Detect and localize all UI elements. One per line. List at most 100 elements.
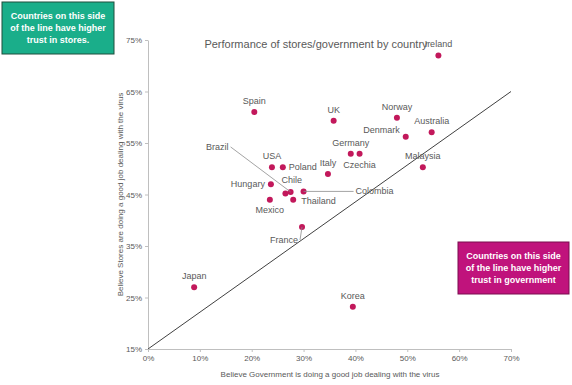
point-label: Czechia xyxy=(343,160,376,170)
tick-label: 10% xyxy=(192,354,208,363)
tick-label: 0% xyxy=(143,354,155,363)
point xyxy=(435,52,441,58)
annotation: Countries on this sideof the line have h… xyxy=(458,242,569,294)
tick-label: 45% xyxy=(126,191,142,200)
point-label: Malaysia xyxy=(405,151,441,161)
tick-label: 20% xyxy=(244,354,260,363)
point xyxy=(394,115,400,121)
point xyxy=(251,109,257,115)
tick-mark xyxy=(145,143,148,144)
annotation-box xyxy=(2,2,114,54)
axis-line xyxy=(148,41,149,350)
tick-label: 40% xyxy=(348,354,364,363)
tick-mark xyxy=(200,349,201,352)
point-label: Korea xyxy=(341,291,365,301)
tick-mark xyxy=(145,349,148,350)
point xyxy=(357,151,363,157)
point-label: Italy xyxy=(320,158,337,168)
chart: 0% 10% 20% 30% 40% 50% 60% 70% 15% 25% 35% 45% 55% 65… xyxy=(0,0,572,385)
tick: 20% xyxy=(244,349,260,363)
tick-mark xyxy=(145,246,148,247)
point xyxy=(282,190,288,196)
tick-mark xyxy=(407,349,408,352)
tick-label: 50% xyxy=(400,354,416,363)
x-axis-title: Believe Government is doing a good job d… xyxy=(221,370,440,379)
tick-label: 60% xyxy=(452,354,468,363)
point-label: Brazil xyxy=(206,142,229,152)
tick: 50% xyxy=(400,349,416,363)
point-label: Spain xyxy=(243,96,266,106)
tick-label: 65% xyxy=(126,88,142,97)
point xyxy=(268,181,274,187)
tick: 75% xyxy=(126,36,148,45)
x-axis: 0% 10% 20% 30% 40% 50% 60% 70% xyxy=(143,349,520,363)
tick: 15% xyxy=(126,345,148,354)
point xyxy=(420,164,426,170)
y-axis-title: Believe Stores are doing a good job deal… xyxy=(116,93,125,297)
tick-mark xyxy=(252,349,253,352)
annotation-box xyxy=(458,242,569,294)
leader-lines xyxy=(231,147,354,240)
point-label: Ireland xyxy=(425,39,453,49)
point-label: Mexico xyxy=(256,205,285,215)
tick: 65% xyxy=(126,88,148,97)
tick: 35% xyxy=(126,242,148,251)
point xyxy=(269,164,275,170)
tick-label: 30% xyxy=(296,354,312,363)
point xyxy=(429,129,435,135)
point xyxy=(331,118,337,124)
title: Performance of stores/government by coun… xyxy=(204,38,428,50)
point-label: Thailand xyxy=(301,196,336,206)
tick-label: 25% xyxy=(126,294,142,303)
leader-line xyxy=(304,191,354,192)
y-axis: 15% 25% 35% 45% 55% 65% 75% xyxy=(126,36,149,354)
tick: 60% xyxy=(452,349,468,363)
point xyxy=(191,284,197,290)
tick-label: 75% xyxy=(126,36,142,45)
point-label: Japan xyxy=(182,271,207,281)
point xyxy=(403,134,409,140)
point-label: Norway xyxy=(382,102,413,112)
point-label: Denmark xyxy=(363,125,400,135)
point xyxy=(350,304,356,310)
tick-mark xyxy=(304,349,305,352)
point-label: Hungary xyxy=(231,179,266,189)
tick-mark xyxy=(355,349,356,352)
tick: 45% xyxy=(126,191,148,200)
tick-mark xyxy=(145,298,148,299)
point xyxy=(325,171,331,177)
tick: 70% xyxy=(503,349,519,363)
point xyxy=(267,197,273,203)
tick-mark xyxy=(145,92,148,93)
tick: 25% xyxy=(126,294,148,303)
point-label: Germany xyxy=(332,138,370,148)
axis-line xyxy=(149,349,512,350)
tick-label: 55% xyxy=(126,139,142,148)
tick-mark xyxy=(511,349,512,352)
point-labels: IrelandSpainUKNorwayAustraliaDenmarkGerm… xyxy=(182,39,452,300)
point-label: Chile xyxy=(281,175,302,185)
point-label: Poland xyxy=(289,162,317,172)
point xyxy=(348,151,354,157)
tick-label: 15% xyxy=(126,345,142,354)
point xyxy=(280,164,286,170)
tick: 55% xyxy=(126,139,148,148)
tick-mark xyxy=(145,40,148,41)
tick-label: 70% xyxy=(503,354,519,363)
annotation-text: Countries on this sideof the line have h… xyxy=(466,251,562,285)
tick: 10% xyxy=(192,349,208,363)
tick-mark xyxy=(459,349,460,352)
point-label: UK xyxy=(327,105,340,115)
tick: 30% xyxy=(296,349,312,363)
leader-line xyxy=(300,227,302,240)
tick-label: 35% xyxy=(126,242,142,251)
annotation-text: Countries on this sideof the line have h… xyxy=(10,11,106,45)
plot-area xyxy=(148,52,511,349)
point-label: USA xyxy=(263,151,282,161)
point xyxy=(290,197,296,203)
tick: 0% xyxy=(143,349,155,363)
tick-mark xyxy=(145,195,148,196)
annotation: Countries on this sideof the line have h… xyxy=(2,2,114,54)
reference-line xyxy=(148,92,511,350)
point-label: France xyxy=(270,235,298,245)
